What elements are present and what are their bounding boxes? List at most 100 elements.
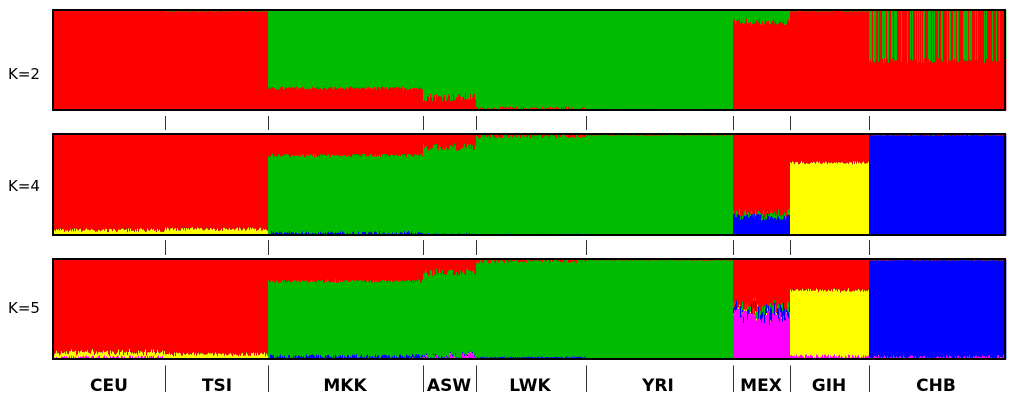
- ancestry-segment-red: [103, 259, 105, 351]
- ancestry-segment-green: [336, 154, 338, 234]
- ancestry-segment-green: [359, 154, 361, 235]
- ancestry-segment-red: [128, 134, 130, 229]
- ancestry-segment-green: [474, 148, 476, 235]
- ancestry-segment-red: [939, 10, 941, 111]
- ancestry-segment-green: [451, 10, 453, 100]
- ancestry-segment-yellow: [69, 351, 71, 356]
- ancestry-segment-red: [459, 93, 461, 111]
- ancestry-segment-yellow: [171, 228, 173, 236]
- ancestry-segment-red: [453, 134, 455, 147]
- ancestry-segment-green: [293, 10, 295, 88]
- ancestry-segment-blue: [965, 135, 967, 236]
- ancestry-segment-green: [434, 10, 436, 96]
- ancestry-segment-green: [430, 148, 432, 235]
- ancestry-segment-red: [217, 10, 219, 111]
- ancestry-segment-red: [180, 11, 182, 111]
- ancestry-segment-red: [858, 10, 860, 111]
- ancestry-segment-red: [89, 10, 91, 111]
- ancestry-segment-red: [396, 86, 398, 111]
- ancestry-segment-yellow: [149, 230, 151, 236]
- ancestry-segment-blue: [787, 214, 789, 235]
- ancestry-segment-green: [432, 147, 434, 234]
- ancestry-segment-blue: [993, 135, 995, 236]
- ancestry-segment-green: [428, 10, 430, 97]
- ancestry-segment-green: [268, 155, 270, 236]
- ancestry-segment-red: [523, 106, 525, 111]
- ancestry-segment-red: [313, 134, 315, 154]
- ancestry-segment-red: [68, 134, 70, 232]
- ancestry-segment-green: [284, 10, 286, 90]
- ancestry-segment-blue: [757, 213, 759, 236]
- ancestry-segment-yellow: [119, 354, 121, 359]
- ancestry-segment-red: [391, 87, 393, 111]
- ancestry-segment-green: [353, 10, 355, 88]
- ancestry-segment-green: [497, 135, 499, 234]
- ancestry-segment-green: [321, 10, 323, 90]
- ancestry-segment-green: [408, 10, 410, 90]
- ancestry-segment-green: [692, 10, 694, 110]
- ancestry-segment-red: [163, 134, 165, 233]
- ancestry-segment-red: [254, 134, 256, 229]
- ancestry-segment-green: [348, 155, 350, 235]
- ancestry-segment-red: [749, 22, 751, 111]
- ancestry-segment-green: [571, 136, 573, 235]
- ancestry-segment-red: [940, 10, 942, 111]
- ancestry-segment-green: [653, 134, 655, 236]
- ancestry-segment-red: [313, 87, 315, 111]
- ancestry-segment-red: [143, 10, 145, 111]
- ancestry-segment-blue: [891, 135, 893, 236]
- ancestry-segment-red: [377, 86, 379, 111]
- ancestry-segment-red: [207, 10, 209, 111]
- ancestry-segment-blue: [438, 233, 440, 235]
- ancestry-segment-yellow: [179, 230, 181, 236]
- ancestry-segment-magenta: [71, 355, 73, 360]
- ancestry-segment-green: [513, 136, 515, 235]
- ancestry-segment-green: [327, 10, 329, 90]
- ancestry-segment-red: [515, 134, 517, 137]
- ancestry-segment-red: [439, 95, 441, 111]
- ancestry-segment-red: [812, 134, 814, 163]
- ancestry-segment-green: [742, 215, 744, 220]
- ancestry-segment-red: [800, 134, 802, 163]
- ancestry-segment-red: [130, 134, 132, 229]
- ancestry-segment-yellow: [808, 163, 810, 236]
- ancestry-segment-green: [735, 215, 737, 217]
- ancestry-segment-blue: [887, 134, 889, 236]
- ancestry-segment-blue: [854, 163, 856, 164]
- ancestry-segment-red: [406, 134, 408, 158]
- ancestry-segment-blue: [347, 232, 349, 235]
- ancestry-segment-red: [170, 134, 172, 229]
- ancestry-segment-green: [541, 136, 543, 234]
- ancestry-segment-red: [78, 10, 80, 111]
- ancestry-segment-green: [297, 154, 299, 235]
- ancestry-segment-green: [281, 155, 283, 232]
- ancestry-segment-green: [716, 135, 718, 235]
- ancestry-segment-green: [401, 10, 403, 88]
- ancestry-segment-green: [782, 10, 784, 24]
- ancestry-segment-green: [366, 10, 368, 88]
- ancestry-segment-red: [113, 259, 115, 352]
- ancestry-segment-red: [978, 10, 980, 111]
- ancestry-segment-green: [589, 10, 591, 110]
- ancestry-segment-green: [701, 10, 703, 110]
- ancestry-segment-red: [384, 88, 386, 111]
- ancestry-segment-green: [874, 10, 876, 63]
- ancestry-segment-red: [203, 11, 205, 111]
- ancestry-segment-green: [533, 137, 535, 235]
- ancestry-segment-green: [517, 134, 519, 234]
- ancestry-segment-green: [649, 10, 651, 110]
- ancestry-segment-red: [951, 10, 953, 111]
- ancestry-segment-blue: [987, 134, 989, 236]
- ancestry-segment-red: [900, 10, 902, 111]
- ancestry-segment-yellow: [141, 228, 143, 236]
- ancestry-segment-red: [502, 134, 504, 138]
- ancestry-segment-red: [513, 106, 515, 111]
- ancestry-segment-yellow: [854, 163, 856, 236]
- ancestry-segment-red: [418, 88, 420, 111]
- ancestry-segment-green: [141, 227, 143, 229]
- ancestry-segment-green: [479, 10, 481, 109]
- ancestry-segment-red: [1000, 10, 1002, 111]
- ancestry-segment-red: [205, 134, 207, 229]
- ancestry-segment-green: [406, 10, 408, 90]
- ancestry-segment-yellow: [83, 230, 85, 236]
